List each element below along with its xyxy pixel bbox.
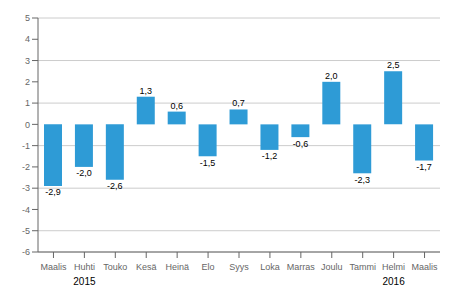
svg-text:-1: -1 xyxy=(22,141,30,151)
svg-text:-2,9: -2,9 xyxy=(45,187,61,197)
svg-text:-1,2: -1,2 xyxy=(262,151,278,161)
svg-text:-2,0: -2,0 xyxy=(76,168,92,178)
svg-text:1,3: 1,3 xyxy=(140,86,153,96)
svg-text:Maalis: Maalis xyxy=(412,262,439,272)
svg-text:-0,6: -0,6 xyxy=(293,139,309,149)
svg-text:-5: -5 xyxy=(22,226,30,236)
svg-text:Helmi: Helmi xyxy=(382,262,405,272)
svg-text:2016: 2016 xyxy=(382,276,405,287)
svg-text:Maalis: Maalis xyxy=(40,262,67,272)
svg-text:-2,6: -2,6 xyxy=(107,181,123,191)
svg-text:5: 5 xyxy=(25,13,30,23)
svg-text:-2: -2 xyxy=(22,162,30,172)
svg-text:Loka: Loka xyxy=(260,262,280,272)
svg-text:2,5: 2,5 xyxy=(387,60,400,70)
svg-text:Marras: Marras xyxy=(287,262,316,272)
svg-text:-3: -3 xyxy=(22,183,30,193)
svg-text:Elo: Elo xyxy=(202,262,215,272)
svg-text:2: 2 xyxy=(25,77,30,87)
svg-text:Huhti: Huhti xyxy=(74,262,95,272)
svg-text:0,7: 0,7 xyxy=(232,98,245,108)
svg-text:Joulu: Joulu xyxy=(321,262,343,272)
svg-text:-6: -6 xyxy=(22,247,30,257)
svg-text:-1,5: -1,5 xyxy=(200,158,216,168)
svg-text:2,0: 2,0 xyxy=(325,71,338,81)
svg-text:-2,3: -2,3 xyxy=(354,175,370,185)
svg-text:Syys: Syys xyxy=(229,262,249,272)
svg-text:2015: 2015 xyxy=(73,276,96,287)
svg-text:Touko: Touko xyxy=(103,262,127,272)
svg-text:3: 3 xyxy=(25,56,30,66)
svg-text:Tammi: Tammi xyxy=(349,262,376,272)
svg-text:Heinä: Heinä xyxy=(165,262,189,272)
svg-text:Kesä: Kesä xyxy=(136,262,157,272)
svg-text:0,6: 0,6 xyxy=(170,101,183,111)
svg-text:0: 0 xyxy=(25,120,30,130)
svg-text:4: 4 xyxy=(25,34,30,44)
svg-text:1: 1 xyxy=(25,98,30,108)
svg-text:-1,7: -1,7 xyxy=(416,162,432,172)
svg-text:-4: -4 xyxy=(22,205,30,215)
